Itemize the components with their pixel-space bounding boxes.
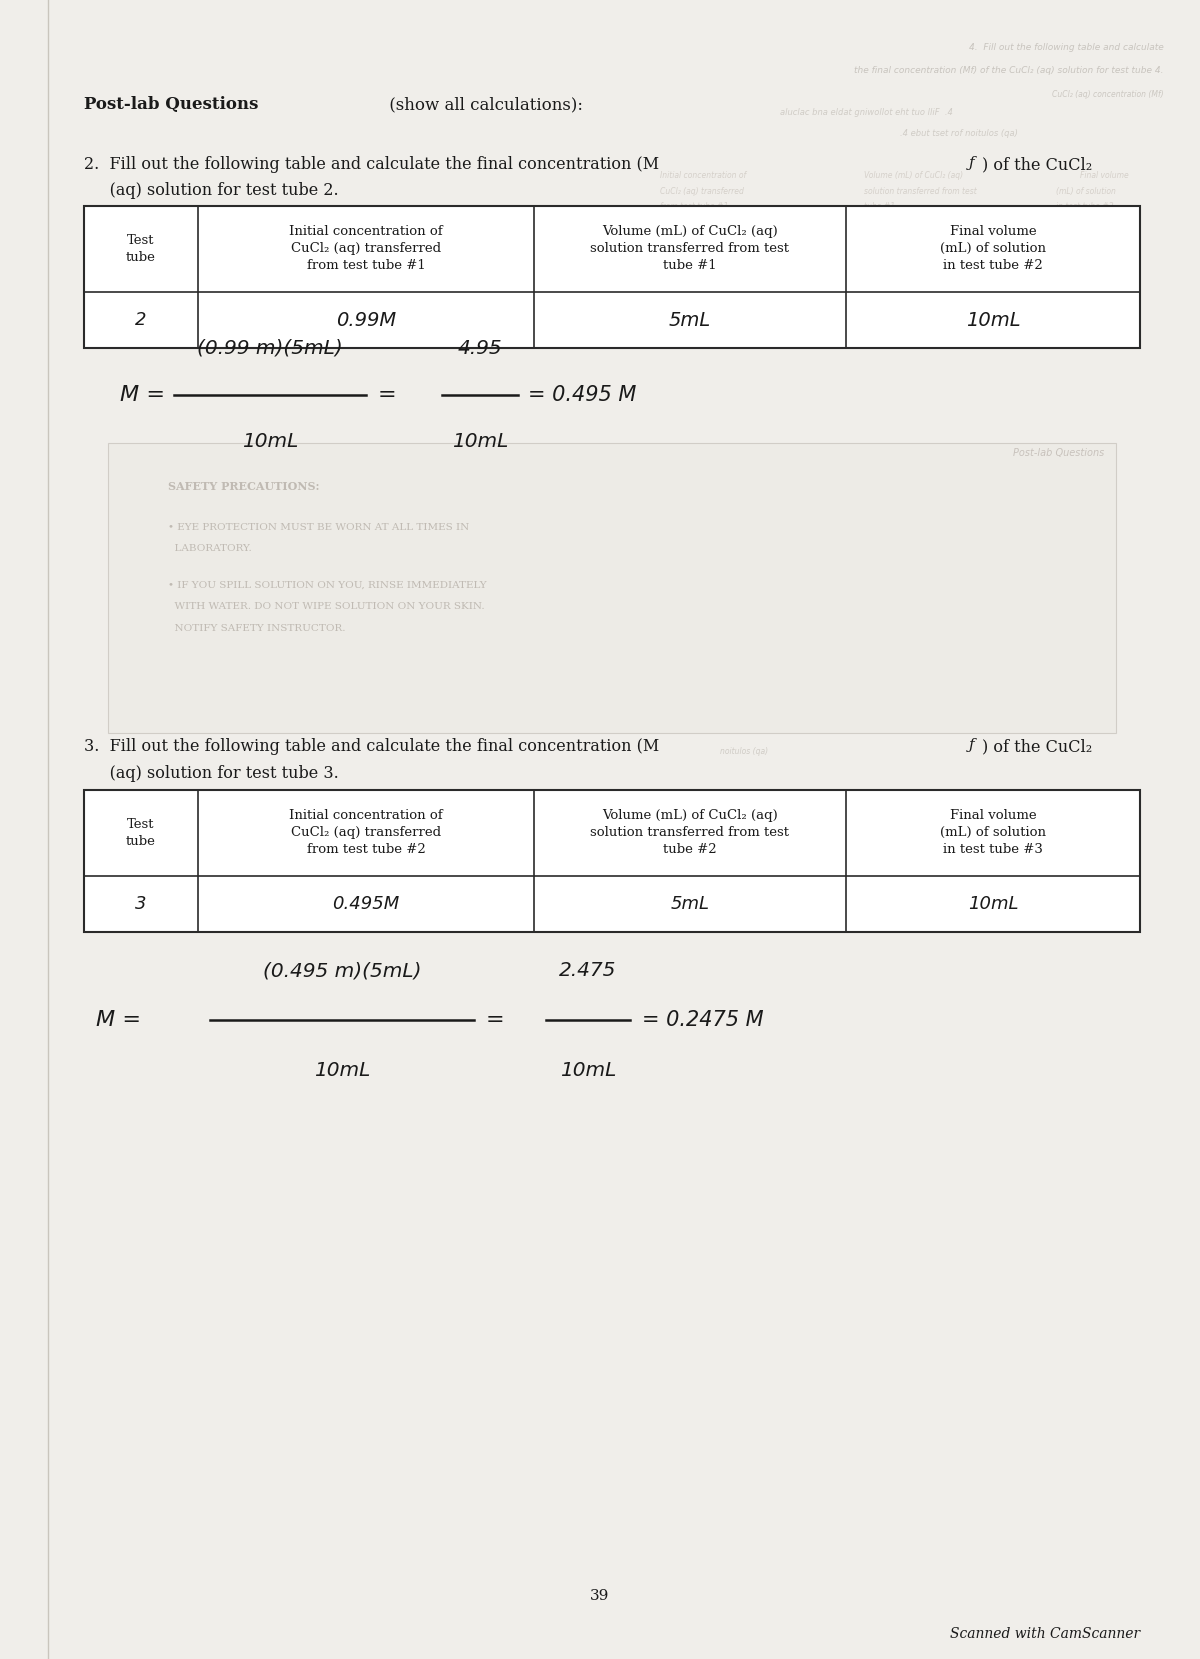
Text: NOTIFY SAFETY INSTRUCTOR.: NOTIFY SAFETY INSTRUCTOR. xyxy=(168,624,346,632)
Text: from test tube #1: from test tube #1 xyxy=(660,202,728,211)
FancyBboxPatch shape xyxy=(84,790,1140,932)
Text: 10mL: 10mL xyxy=(967,896,1019,912)
Text: ƒ: ƒ xyxy=(968,738,974,752)
Text: (show all calculations):: (show all calculations): xyxy=(384,96,583,113)
Text: Volume (mL) of CuCl₂ (aq)
solution transferred from test
tube #2: Volume (mL) of CuCl₂ (aq) solution trans… xyxy=(590,810,790,856)
Text: =: = xyxy=(486,1010,505,1030)
Text: noitulos (qa): noitulos (qa) xyxy=(720,747,768,755)
Text: 0.495M: 0.495M xyxy=(332,896,400,912)
Text: SAFETY PRECAUTIONS:: SAFETY PRECAUTIONS: xyxy=(168,481,319,493)
Text: 2.  Fill out the following table and calculate the final concentration (M: 2. Fill out the following table and calc… xyxy=(84,156,659,173)
Text: M =: M = xyxy=(120,385,166,405)
Text: 10mL: 10mL xyxy=(452,431,508,451)
Text: 5mL: 5mL xyxy=(671,896,709,912)
Text: • IF YOU SPILL SOLUTION ON YOU, RINSE IMMEDIATELY: • IF YOU SPILL SOLUTION ON YOU, RINSE IM… xyxy=(168,581,487,589)
Text: 4.  Fill out the following table and calculate: 4. Fill out the following table and calc… xyxy=(970,43,1164,51)
Text: tube #1: tube #1 xyxy=(864,202,895,211)
Text: (aq) solution for test tube 3.: (aq) solution for test tube 3. xyxy=(84,765,338,781)
Text: Final volume: Final volume xyxy=(1080,171,1129,179)
Text: LABORATORY.: LABORATORY. xyxy=(168,544,252,552)
Text: Test
tube: Test tube xyxy=(126,234,156,264)
Text: Initial concentration of
CuCl₂ (aq) transferred
from test tube #2: Initial concentration of CuCl₂ (aq) tran… xyxy=(289,810,443,856)
Text: ) of the CuCl₂: ) of the CuCl₂ xyxy=(982,738,1092,755)
Text: = 0.2475 M: = 0.2475 M xyxy=(642,1010,763,1030)
FancyBboxPatch shape xyxy=(84,206,1140,348)
Text: (aq) solution for test tube 2.: (aq) solution for test tube 2. xyxy=(84,182,338,199)
Text: the final concentration (Mf) of the CuCl₂ (aq) solution for test tube 4.: the final concentration (Mf) of the CuCl… xyxy=(854,66,1164,75)
Text: aluclac bna eldat gniwollot eht tuo lliF  .4: aluclac bna eldat gniwollot eht tuo lliF… xyxy=(780,108,953,116)
Text: Post-lab Questions: Post-lab Questions xyxy=(84,96,258,113)
Text: CuCl₂ (aq) transferred: CuCl₂ (aq) transferred xyxy=(660,187,744,196)
Text: Scanned with CamScanner: Scanned with CamScanner xyxy=(950,1627,1140,1641)
Text: CuCl₂ (aq) concentration (Mf): CuCl₂ (aq) concentration (Mf) xyxy=(1052,90,1164,98)
Text: Initial concentration of: Initial concentration of xyxy=(660,171,746,179)
Text: (0.99 m)(5mL): (0.99 m)(5mL) xyxy=(197,338,343,358)
Text: 4.95: 4.95 xyxy=(457,338,503,358)
Text: = 0.495 M: = 0.495 M xyxy=(528,385,636,405)
FancyBboxPatch shape xyxy=(108,443,1116,733)
Text: M =: M = xyxy=(96,1010,142,1030)
Text: ) of the CuCl₂: ) of the CuCl₂ xyxy=(982,156,1092,173)
Text: 10mL: 10mL xyxy=(966,310,1020,330)
Text: 10mL: 10mL xyxy=(242,431,298,451)
Text: WITH WATER. DO NOT WIPE SOLUTION ON YOUR SKIN.: WITH WATER. DO NOT WIPE SOLUTION ON YOUR… xyxy=(168,602,485,611)
Text: Test
tube: Test tube xyxy=(126,818,156,848)
Text: 2: 2 xyxy=(136,312,146,328)
Text: Initial concentration of
CuCl₂ (aq) transferred
from test tube #1: Initial concentration of CuCl₂ (aq) tran… xyxy=(289,226,443,272)
Text: .4 ebut tset rof noitulos (qa): .4 ebut tset rof noitulos (qa) xyxy=(900,129,1018,138)
Text: 0.99M: 0.99M xyxy=(336,310,396,330)
Text: 2.475: 2.475 xyxy=(559,961,617,980)
Text: Final volume
(mL) of solution
in test tube #2: Final volume (mL) of solution in test tu… xyxy=(940,226,1046,272)
Text: • EYE PROTECTION MUST BE WORN AT ALL TIMES IN: • EYE PROTECTION MUST BE WORN AT ALL TIM… xyxy=(168,523,469,531)
Text: 3.  Fill out the following table and calculate the final concentration (M: 3. Fill out the following table and calc… xyxy=(84,738,659,755)
Text: =: = xyxy=(378,385,397,405)
Text: ƒ: ƒ xyxy=(968,156,974,169)
Text: Final volume
(mL) of solution
in test tube #3: Final volume (mL) of solution in test tu… xyxy=(940,810,1046,856)
Text: in test tube #2: in test tube #2 xyxy=(1056,202,1114,211)
Text: 10mL: 10mL xyxy=(314,1060,370,1080)
Text: Post-lab Questions: Post-lab Questions xyxy=(1013,448,1104,458)
Text: Volume (mL) of CuCl₂ (aq)
solution transferred from test
tube #1: Volume (mL) of CuCl₂ (aq) solution trans… xyxy=(590,226,790,272)
Text: 10mL: 10mL xyxy=(560,1060,616,1080)
Text: (mL) of solution: (mL) of solution xyxy=(1056,187,1116,196)
Text: (0.495 m)(5mL): (0.495 m)(5mL) xyxy=(263,961,421,980)
Text: 5mL: 5mL xyxy=(668,310,712,330)
Text: 39: 39 xyxy=(590,1589,610,1603)
Text: Volume (mL) of CuCl₂ (aq): Volume (mL) of CuCl₂ (aq) xyxy=(864,171,964,179)
Text: solution transferred from test: solution transferred from test xyxy=(864,187,977,196)
Text: 3: 3 xyxy=(136,896,146,912)
